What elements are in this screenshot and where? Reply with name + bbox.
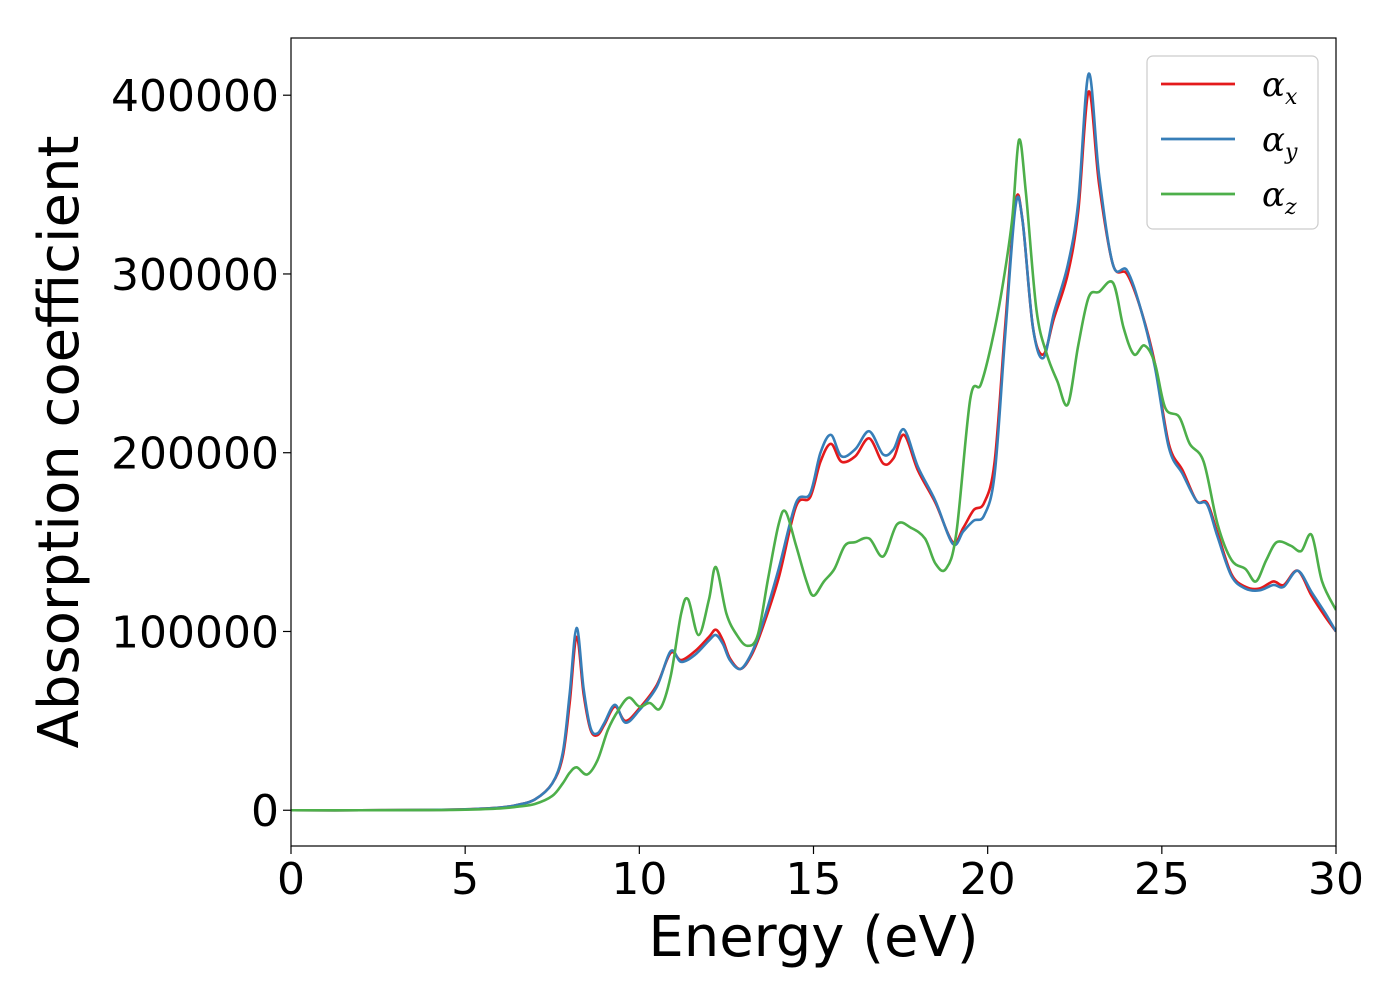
legend-label-symbol: α [1262, 175, 1285, 215]
y-tick-label: 200000 [111, 429, 279, 480]
x-axis: 0 5 10 15 20 25 30 [277, 846, 1364, 905]
y-axis-title: Absorption coefficient [27, 136, 92, 749]
legend-label-symbol: α [1262, 120, 1285, 160]
y-tick-label: 400000 [111, 71, 279, 122]
legend-label-z: αz [1262, 175, 1297, 220]
legend-label-y: αy [1262, 120, 1298, 165]
series-layer [291, 72, 1336, 812]
x-tick-label: 25 [1134, 854, 1190, 905]
legend-box [1146, 55, 1319, 230]
legend-label-symbol: α [1262, 65, 1285, 105]
y-tick-label: 0 [251, 786, 279, 837]
y-axis: 0 100000 200000 300000 400000 [111, 71, 291, 837]
x-tick-label: 20 [960, 854, 1016, 905]
x-axis-title: Energy (eV) [648, 905, 978, 970]
legend-label-subscript: z [1284, 195, 1297, 220]
series-line-z [291, 138, 1336, 812]
legend-label-subscript: y [1284, 140, 1298, 165]
x-tick-label: 5 [451, 854, 479, 905]
x-tick-label: 15 [786, 854, 842, 905]
y-tick-label: 100000 [111, 607, 279, 658]
x-tick-label: 0 [277, 854, 305, 905]
legend-label-x: αx [1262, 65, 1298, 110]
legend-label-subscript: x [1285, 85, 1298, 110]
y-tick-label: 300000 [111, 250, 279, 301]
series-line-y [291, 72, 1336, 812]
x-tick-label: 10 [611, 854, 667, 905]
x-tick-label: 30 [1308, 854, 1364, 905]
